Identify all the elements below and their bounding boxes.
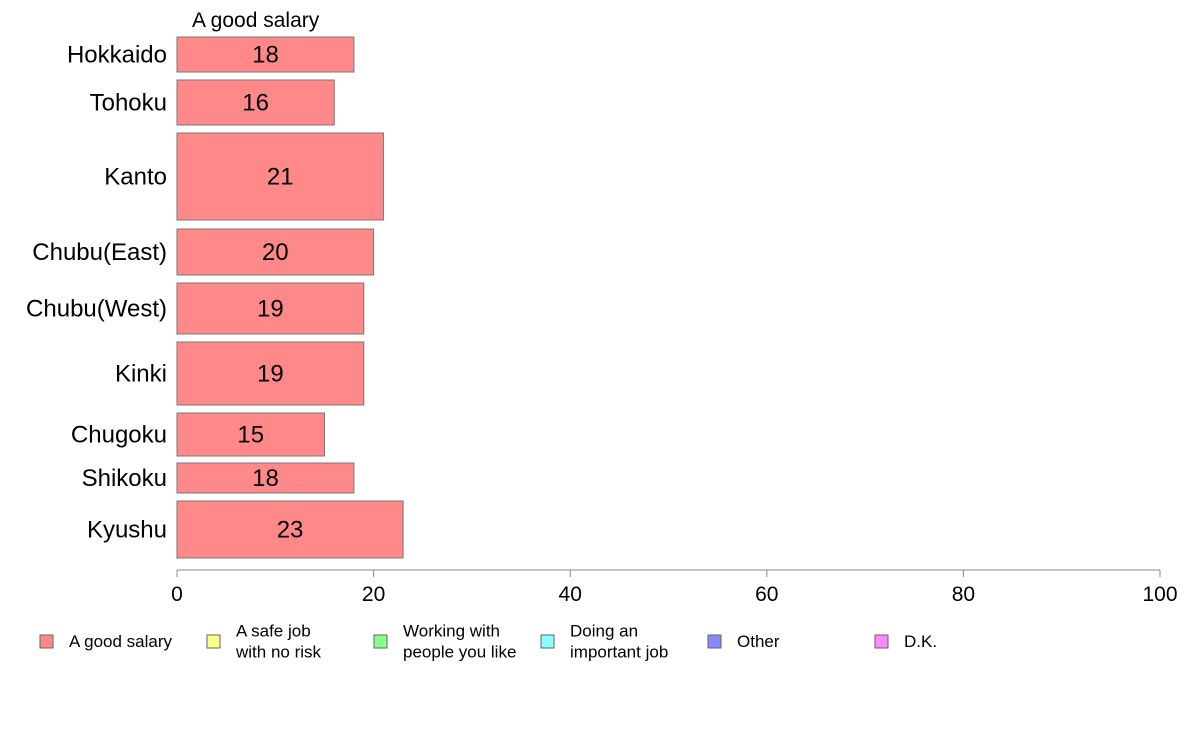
bar [176, 341, 365, 406]
bar-value-label: 15 [237, 422, 264, 449]
legend-label-line: Working with [403, 622, 500, 641]
bar-value-label: 18 [252, 42, 279, 69]
legend-label: D.K. [904, 632, 937, 651]
x-tick-label: 40 [559, 583, 582, 606]
legend-swatch [540, 634, 555, 649]
bar-value-label: 16 [242, 90, 269, 117]
category-label: Chubu(East) [32, 239, 167, 266]
bar-value-label: 20 [262, 239, 289, 266]
category-label: Tohoku [90, 90, 167, 117]
legend-label: A good salary [69, 632, 173, 651]
legend-swatch [373, 634, 388, 649]
bar-value-label: 18 [252, 465, 279, 492]
legend-label: Working with people you like [403, 622, 516, 662]
bar-value-label: 19 [257, 296, 284, 323]
legend-label-line: with no risk [235, 643, 322, 662]
category-label: Chugoku [71, 422, 167, 449]
x-tick-label: 20 [362, 583, 385, 606]
legend-label-line: Other [737, 632, 780, 651]
legend-swatch [39, 634, 54, 649]
bar [176, 282, 365, 335]
legend-label-line: Doing an [570, 622, 638, 641]
legend-label: Other [737, 632, 780, 651]
legend-label: A safe job with no risk [235, 622, 322, 662]
bar [176, 500, 404, 559]
legend-swatch [707, 634, 722, 649]
x-tick-label: 0 [171, 583, 183, 606]
category-label: Kinki [115, 361, 167, 388]
x-tick-label: 80 [952, 583, 975, 606]
x-tick-label: 100 [1142, 583, 1177, 606]
category-label: Hokkaido [67, 42, 167, 69]
bar [176, 228, 375, 276]
legend-swatch [206, 634, 221, 649]
bar [176, 132, 384, 221]
chart-title: A good salary [192, 9, 320, 32]
bar-value-label: 23 [277, 517, 304, 544]
category-label: Kanto [104, 164, 167, 191]
bar [176, 462, 355, 494]
legend-label-line: D.K. [904, 632, 937, 651]
legend-label: Doing an important job [570, 622, 668, 662]
legend-swatch [874, 634, 889, 649]
category-label: Chubu(West) [26, 296, 167, 323]
legend-label-line: important job [570, 643, 668, 662]
bar [176, 36, 355, 73]
bar [176, 412, 325, 457]
bar-value-label: 19 [257, 361, 284, 388]
category-label: Kyushu [87, 517, 167, 544]
category-label: Shikoku [82, 465, 167, 492]
legend-label-line: A good salary [69, 632, 173, 651]
bar [176, 79, 335, 126]
legend-label-line: people you like [403, 643, 516, 662]
legend-label-line: A safe job [236, 622, 311, 641]
x-tick-label: 60 [755, 583, 778, 606]
bar-value-label: 21 [267, 164, 294, 191]
